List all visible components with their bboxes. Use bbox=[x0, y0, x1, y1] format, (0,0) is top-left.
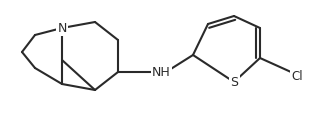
Text: S: S bbox=[230, 75, 238, 89]
Text: Cl: Cl bbox=[291, 70, 303, 83]
Text: N: N bbox=[57, 21, 67, 35]
Text: NH: NH bbox=[152, 67, 171, 80]
